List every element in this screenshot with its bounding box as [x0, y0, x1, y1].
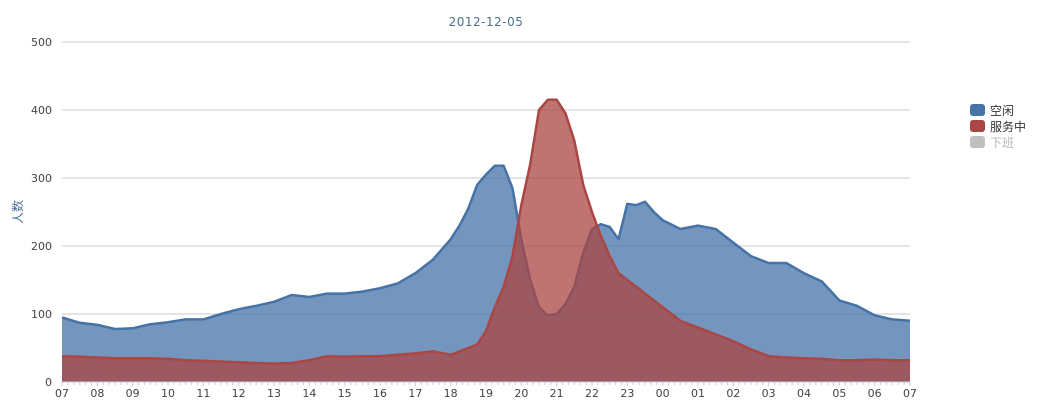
- legend-label-idle: 空闲: [990, 103, 1015, 118]
- y-tick-label: 0: [45, 376, 52, 389]
- x-tick-label: 06: [868, 387, 882, 400]
- legend-item-idle[interactable]: 空闲: [970, 102, 1026, 118]
- x-tick-label: 18: [444, 387, 458, 400]
- x-tick-label: 17: [408, 387, 422, 400]
- x-tick-label: 00: [656, 387, 670, 400]
- x-tick-label: 10: [161, 387, 175, 400]
- x-tick-label: 01: [691, 387, 705, 400]
- y-tick-label: 200: [31, 240, 52, 253]
- x-tick-label: 20: [514, 387, 528, 400]
- x-tick-label: 07: [903, 387, 917, 400]
- y-tick-label: 300: [31, 172, 52, 185]
- y-tick-label: 100: [31, 308, 52, 321]
- x-tick-label: 02: [726, 387, 740, 400]
- x-tick-label: 12: [232, 387, 246, 400]
- legend-swatch-in-service: [970, 120, 985, 132]
- x-tick-label: 07: [55, 387, 69, 400]
- x-tick-label: 19: [479, 387, 493, 400]
- x-tick-label: 04: [797, 387, 811, 400]
- legend-item-in-service[interactable]: 服务中: [970, 118, 1026, 134]
- x-tick-label: 09: [126, 387, 140, 400]
- x-tick-label: 05: [832, 387, 846, 400]
- legend-label-in-service: 服务中: [990, 119, 1027, 134]
- legend-swatch-off-duty: [970, 136, 985, 148]
- legend-swatch-idle: [970, 104, 985, 116]
- y-tick-label: 400: [31, 104, 52, 117]
- x-tick-label: 13: [267, 387, 281, 400]
- series-line-1: [61, 98, 910, 365]
- x-tick-label: 16: [373, 387, 387, 400]
- y-tick-label: 500: [31, 36, 52, 49]
- legend-item-off-duty[interactable]: 下班: [970, 134, 1026, 150]
- x-tick-label: 15: [338, 387, 352, 400]
- chart-title: 2012-12-05: [449, 15, 524, 29]
- x-tick-label: 23: [620, 387, 634, 400]
- x-tick-label: 22: [585, 387, 599, 400]
- legend: 空闲 服务中 下班: [970, 102, 1026, 150]
- x-tick-label: 08: [90, 387, 104, 400]
- y-axis-title: 人数: [10, 200, 25, 224]
- x-tick-label: 03: [762, 387, 776, 400]
- x-tick-label: 21: [550, 387, 564, 400]
- legend-label-off-duty: 下班: [990, 135, 1015, 150]
- x-tick-label: 14: [302, 387, 316, 400]
- x-tick-label: 11: [196, 387, 210, 400]
